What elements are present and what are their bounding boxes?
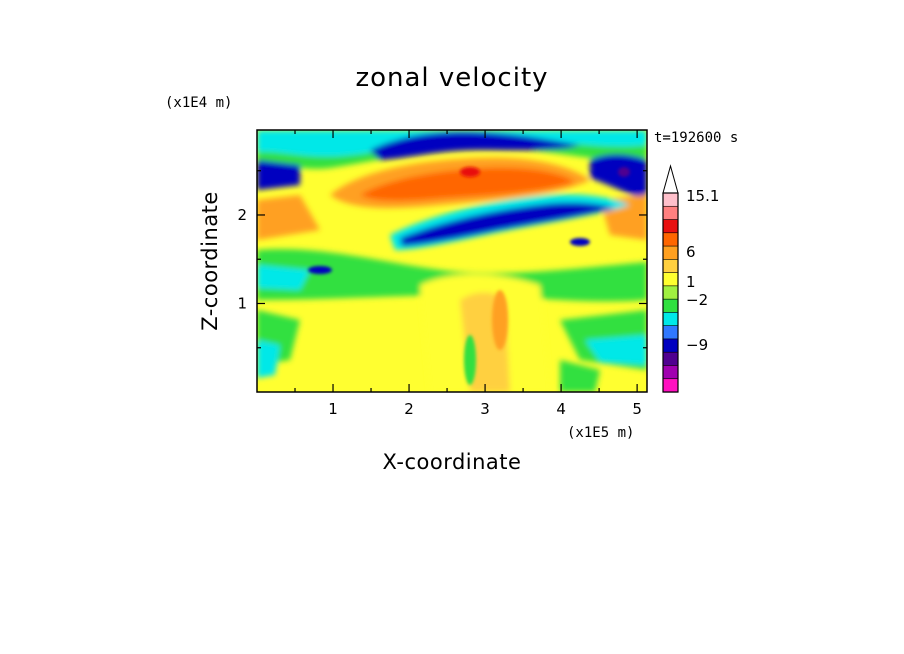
- y-tick-label: 1: [237, 294, 247, 312]
- colorbar-swatch: [662, 205, 679, 221]
- colorbar-swatch: [662, 351, 679, 367]
- colorbar-label: −2: [686, 291, 708, 309]
- colorbar-frame: [662, 192, 679, 393]
- y-scale-note: (x1E4 m): [165, 95, 232, 111]
- colorbar-swatch: [662, 378, 679, 393]
- colorbar-label: 15.1: [686, 187, 719, 205]
- x-tick-label: 1: [328, 400, 338, 418]
- chart-title: zonal velocity: [355, 63, 548, 93]
- colorbar-swatch: [662, 245, 679, 260]
- colorbar-swatch: [662, 338, 679, 353]
- colorbar-swatch: [662, 325, 679, 340]
- x-tick-label: 2: [404, 400, 414, 418]
- colorbar-swatch: [662, 272, 679, 287]
- colorbar-swatch: [662, 365, 679, 380]
- colorbar-swatch: [662, 232, 679, 247]
- time-label: t=192600 s: [654, 130, 738, 146]
- colorbar-swatch: [662, 285, 679, 300]
- colorbar-swatch: [662, 219, 679, 234]
- x-tick-label: 4: [556, 400, 566, 418]
- x-tick-label: 5: [632, 400, 642, 418]
- plot-frame: [256, 129, 648, 393]
- x-ticks: 1 2 3 4 5: [294, 130, 642, 418]
- x-tick-label: 3: [480, 400, 490, 418]
- x-scale-note: (x1E5 m): [567, 425, 634, 441]
- colorbar-swatch: [662, 192, 679, 207]
- colorbar: 15.1 6 1−2 −9: [662, 164, 719, 393]
- colorbar-label: 1: [686, 273, 696, 291]
- y-ticks: 12: [237, 170, 647, 349]
- colorbar-label: 6: [686, 243, 696, 261]
- x-axis-label: X-coordinate: [383, 450, 522, 474]
- colorbar-swatch: [662, 259, 679, 274]
- colorbar-swatch: [662, 298, 679, 313]
- y-axis-label: Z-coordinate: [198, 191, 222, 331]
- heatmap-field: [257, 130, 647, 392]
- colorbar-label: −9: [686, 336, 708, 354]
- colorbar-overflow-arrow: [662, 164, 679, 194]
- colorbar-swatch: [662, 312, 679, 327]
- y-tick-label: 2: [237, 206, 247, 224]
